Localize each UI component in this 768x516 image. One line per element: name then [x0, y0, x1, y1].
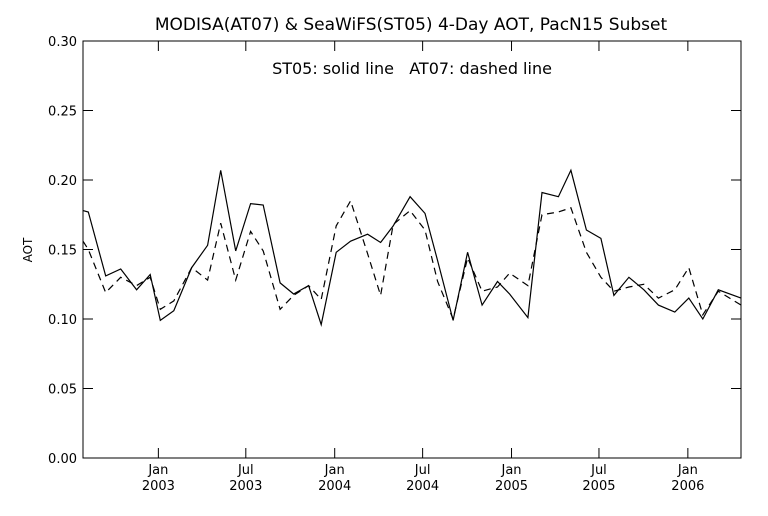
x-tick-year-label: 2005: [582, 479, 615, 494]
x-tick-month-label: Jan: [677, 463, 698, 478]
x-tick-month-label: Jul: [414, 463, 431, 478]
x-tick-month-label: Jan: [147, 463, 168, 478]
x-tick-year-label: 2006: [671, 479, 704, 494]
y-tick-label: 0.05: [48, 383, 77, 398]
x-tick-year-label: 2003: [229, 479, 262, 494]
x-axis-ticks: Jan2003Jul2003Jan2004Jul2004Jan2005Jul20…: [142, 41, 704, 494]
x-tick-year-label: 2004: [318, 479, 351, 494]
x-tick-month-label: Jan: [324, 463, 345, 478]
y-tick-label: 0.10: [48, 313, 77, 328]
series-layer: [82, 168, 742, 327]
x-tick-year-label: 2004: [406, 479, 439, 494]
chart-annotation: ST05: solid line AT07: dashed line: [272, 59, 552, 78]
y-tick-label: 0.15: [48, 244, 77, 259]
x-tick-month-label: Jul: [590, 463, 607, 478]
y-tick-label: 0.20: [48, 174, 77, 189]
plot-frame: [82, 40, 742, 459]
y-axis-ticks: 0.00 0.05 0.10 0.15 0.20 0.25 0.30: [48, 35, 741, 467]
y-tick-label: 0.00: [48, 452, 77, 467]
x-tick-month-label: Jul: [237, 463, 254, 478]
series-line-at07: [82, 199, 742, 321]
y-tick-label: 0.25: [48, 105, 77, 120]
x-tick-month-label: Jan: [500, 463, 521, 478]
chart-title: MODISA(AT07) & SeaWiFS(ST05) 4-Day AOT, …: [155, 15, 668, 35]
x-tick-year-label: 2005: [495, 479, 528, 494]
x-tick-year-label: 2003: [142, 479, 175, 494]
y-axis-label: AOT: [21, 237, 35, 262]
series-line-st05: [82, 168, 742, 327]
y-tick-label: 0.30: [48, 35, 77, 50]
